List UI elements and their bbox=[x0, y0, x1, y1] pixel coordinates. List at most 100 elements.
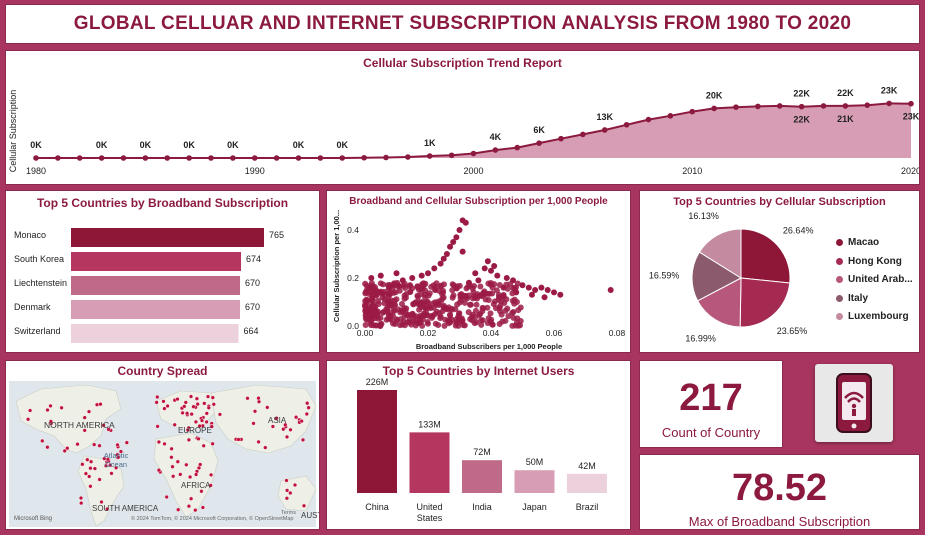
trend-point[interactable] bbox=[470, 150, 477, 157]
scatter-point[interactable] bbox=[479, 317, 486, 324]
scatter-point[interactable] bbox=[481, 265, 488, 272]
map-country-dot[interactable] bbox=[299, 418, 304, 424]
map-country-dot[interactable] bbox=[65, 446, 70, 451]
map-country-dot[interactable] bbox=[105, 506, 110, 512]
scatter-point[interactable] bbox=[362, 321, 369, 328]
map-country-dot[interactable] bbox=[172, 422, 177, 427]
scatter-point[interactable] bbox=[514, 315, 521, 322]
scatter-point[interactable] bbox=[402, 294, 409, 301]
scatter-point[interactable] bbox=[397, 309, 404, 316]
trend-point[interactable] bbox=[164, 155, 171, 161]
scatter-point[interactable] bbox=[432, 299, 439, 306]
scatter-point[interactable] bbox=[363, 282, 370, 289]
scatter-point[interactable] bbox=[424, 305, 431, 312]
map-country-dot[interactable] bbox=[209, 424, 214, 429]
map-country-dot[interactable] bbox=[103, 463, 109, 468]
trend-point[interactable] bbox=[142, 155, 149, 161]
map-country-dot[interactable] bbox=[199, 489, 204, 494]
scatter-point[interactable] bbox=[367, 313, 374, 320]
trend-point[interactable] bbox=[689, 108, 696, 115]
internet-bar[interactable] bbox=[357, 390, 397, 493]
map-country-dot[interactable] bbox=[211, 402, 216, 407]
trend-point[interactable] bbox=[601, 127, 608, 133]
map-country-dot[interactable] bbox=[206, 405, 211, 410]
map-country-dot[interactable] bbox=[88, 484, 93, 489]
scatter-point[interactable] bbox=[447, 243, 454, 250]
scatter-point[interactable] bbox=[438, 282, 445, 289]
map-country-dot[interactable] bbox=[116, 455, 121, 460]
scatter-point[interactable] bbox=[428, 314, 435, 321]
trend-point[interactable] bbox=[864, 102, 871, 108]
scatter-point[interactable] bbox=[495, 296, 502, 303]
pie-slice[interactable] bbox=[740, 228, 791, 284]
scatter-point[interactable] bbox=[425, 270, 431, 277]
trend-point[interactable] bbox=[492, 147, 499, 153]
map-country-dot[interactable] bbox=[87, 474, 92, 479]
scatter-point[interactable] bbox=[490, 301, 497, 308]
scatter-point[interactable] bbox=[517, 322, 524, 329]
scatter-point[interactable] bbox=[489, 321, 496, 328]
trend-point[interactable] bbox=[383, 154, 389, 161]
scatter-point[interactable] bbox=[447, 312, 454, 319]
scatter-point[interactable] bbox=[440, 287, 447, 294]
map-country-dot[interactable] bbox=[256, 399, 262, 404]
pie-legend-item[interactable]: Hong Kong bbox=[836, 256, 902, 267]
map-country-dot[interactable] bbox=[45, 445, 50, 450]
trend-point[interactable] bbox=[339, 155, 346, 161]
scatter-point[interactable] bbox=[497, 308, 504, 315]
map-country-dot[interactable] bbox=[201, 443, 206, 448]
scatter-point[interactable] bbox=[393, 316, 400, 323]
map-country-dot[interactable] bbox=[169, 455, 174, 460]
map-country-dot[interactable] bbox=[180, 410, 185, 415]
map-country-dot[interactable] bbox=[98, 402, 103, 407]
scatter-point[interactable] bbox=[557, 291, 564, 298]
map-country-dot[interactable] bbox=[236, 437, 241, 442]
scatter-point[interactable] bbox=[362, 308, 369, 315]
scatter-point[interactable] bbox=[479, 304, 486, 311]
scatter-point[interactable] bbox=[368, 295, 375, 302]
scatter-point[interactable] bbox=[439, 295, 446, 302]
trend-point[interactable] bbox=[33, 155, 39, 161]
map-country-dot[interactable] bbox=[113, 465, 119, 470]
map-country-dot[interactable] bbox=[118, 449, 123, 454]
trend-point[interactable] bbox=[405, 154, 411, 160]
pie-slice[interactable] bbox=[698, 228, 742, 279]
map-country-dot[interactable] bbox=[197, 423, 202, 429]
map-country-dot[interactable] bbox=[94, 402, 100, 407]
map-country-dot[interactable] bbox=[82, 415, 87, 420]
trend-point[interactable] bbox=[251, 155, 258, 161]
scatter-point[interactable] bbox=[538, 284, 545, 291]
scatter-point[interactable] bbox=[551, 289, 557, 296]
map-country-dot[interactable] bbox=[164, 494, 169, 500]
scatter-point[interactable] bbox=[402, 284, 409, 291]
scatter-point[interactable] bbox=[484, 304, 491, 311]
map-country-dot[interactable] bbox=[208, 483, 213, 488]
scatter-point[interactable] bbox=[486, 290, 493, 297]
scatter-point[interactable] bbox=[412, 322, 419, 329]
scatter-point[interactable] bbox=[471, 292, 478, 299]
scatter-point[interactable] bbox=[412, 299, 419, 306]
internet-bar[interactable] bbox=[567, 473, 607, 493]
scatter-point[interactable] bbox=[478, 321, 485, 328]
scatter-point[interactable] bbox=[370, 322, 377, 329]
trend-point[interactable] bbox=[426, 153, 433, 159]
scatter-point[interactable] bbox=[416, 306, 423, 313]
scatter-point[interactable] bbox=[484, 258, 491, 265]
pie-legend-item[interactable]: Macao bbox=[836, 237, 879, 248]
map-country-dot[interactable] bbox=[300, 437, 306, 442]
map-country-dot[interactable] bbox=[245, 396, 250, 401]
trend-point[interactable] bbox=[623, 121, 630, 128]
scatter-point[interactable] bbox=[459, 248, 466, 255]
map-country-dot[interactable] bbox=[188, 394, 194, 399]
scatter-point[interactable] bbox=[502, 317, 509, 324]
scatter-point[interactable] bbox=[489, 284, 496, 291]
map-country-dot[interactable] bbox=[186, 437, 191, 442]
scatter-point[interactable] bbox=[457, 291, 464, 298]
scatter-point[interactable] bbox=[449, 305, 456, 312]
trend-point[interactable] bbox=[711, 105, 717, 112]
map-country-dot[interactable] bbox=[115, 442, 120, 447]
map-country-dot[interactable] bbox=[256, 439, 261, 444]
trend-point[interactable] bbox=[908, 100, 914, 107]
scatter-point[interactable] bbox=[379, 281, 386, 288]
scatter-point[interactable] bbox=[472, 270, 479, 277]
